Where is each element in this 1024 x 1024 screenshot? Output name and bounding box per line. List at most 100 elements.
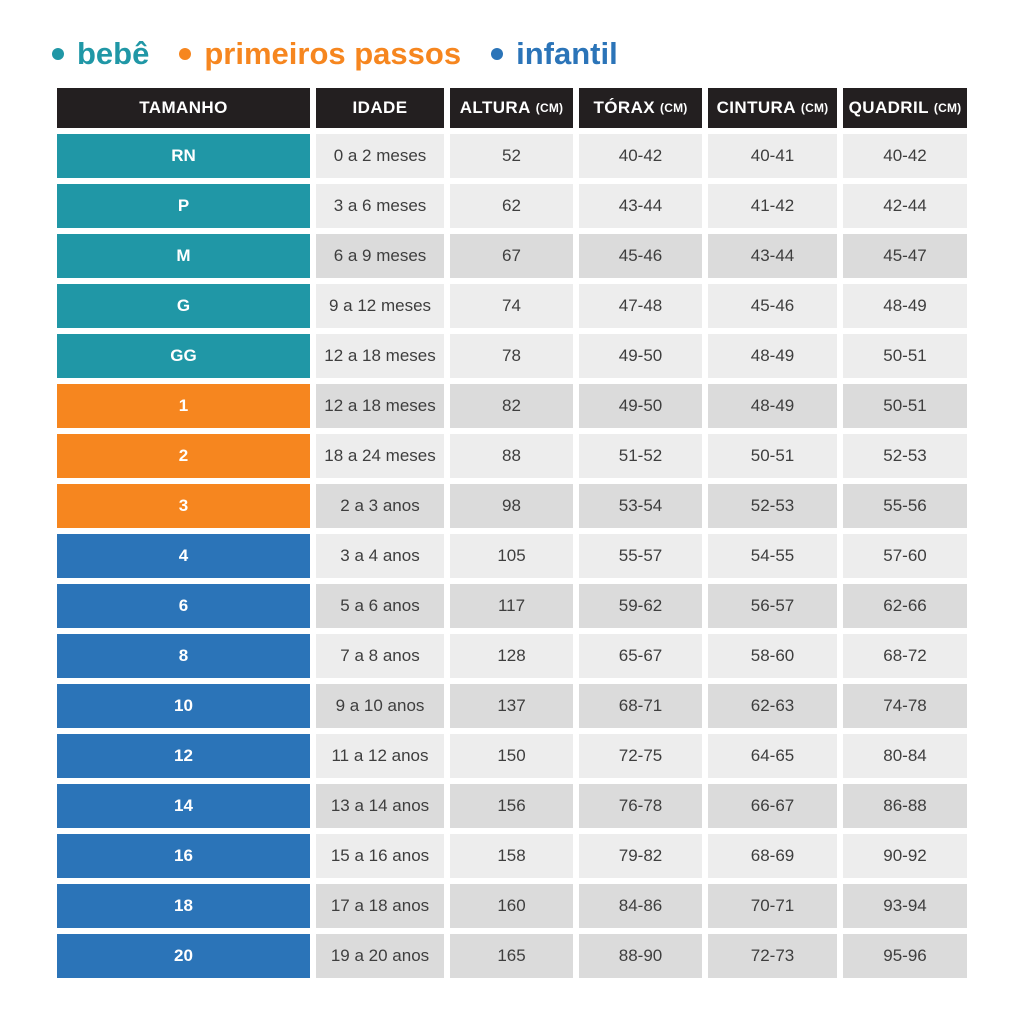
size-cell: GG <box>57 334 310 378</box>
altura-cell: 82 <box>450 384 573 428</box>
cintura-cell: 41-42 <box>708 184 837 228</box>
size-cell: 20 <box>57 934 310 978</box>
bullet-dot-icon <box>179 47 192 60</box>
altura-cell: 160 <box>450 884 573 928</box>
legend-label: infantil <box>516 36 618 71</box>
size-cell: P <box>57 184 310 228</box>
quadril-cell: 45-47 <box>843 234 967 278</box>
quadril-cell: 52-53 <box>843 434 967 478</box>
size-chart-table: TAMANHO IDADE ALTURA (CM) TÓRAX (CM) CINTURA (C… <box>57 88 967 978</box>
column-header-unit: (CM) <box>660 101 688 115</box>
altura-cell: 78 <box>450 334 573 378</box>
legend-item-bebe: bebê <box>52 38 149 69</box>
column-header-label: QUADRIL <box>848 98 929 117</box>
size-cell: 1 <box>57 384 310 428</box>
legend-label: primeiros passos <box>204 36 462 71</box>
column-header-label: IDADE <box>352 98 408 117</box>
torax-cell: 65-67 <box>579 634 702 678</box>
idade-cell: 3 a 4 anos <box>316 534 444 578</box>
torax-cell: 53-54 <box>579 484 702 528</box>
idade-cell: 11 a 12 anos <box>316 734 444 778</box>
cintura-cell: 72-73 <box>708 934 837 978</box>
cintura-cell: 52-53 <box>708 484 837 528</box>
column-header-altura: ALTURA (CM) <box>450 88 573 128</box>
size-cell: 16 <box>57 834 310 878</box>
idade-cell: 9 a 12 meses <box>316 284 444 328</box>
altura-cell: 150 <box>450 734 573 778</box>
torax-cell: 88-90 <box>579 934 702 978</box>
column-header-label: CINTURA <box>716 98 796 117</box>
torax-cell: 47-48 <box>579 284 702 328</box>
altura-cell: 98 <box>450 484 573 528</box>
size-cell: 14 <box>57 784 310 828</box>
torax-cell: 55-57 <box>579 534 702 578</box>
idade-cell: 3 a 6 meses <box>316 184 444 228</box>
torax-cell: 40-42 <box>579 134 702 178</box>
size-cell: 4 <box>57 534 310 578</box>
quadril-cell: 40-42 <box>843 134 967 178</box>
cintura-cell: 56-57 <box>708 584 837 628</box>
idade-cell: 0 a 2 meses <box>316 134 444 178</box>
quadril-cell: 95-96 <box>843 934 967 978</box>
quadril-cell: 50-51 <box>843 334 967 378</box>
column-header-torax: TÓRAX (CM) <box>579 88 702 128</box>
size-cell: 18 <box>57 884 310 928</box>
torax-cell: 59-62 <box>579 584 702 628</box>
torax-cell: 72-75 <box>579 734 702 778</box>
idade-cell: 15 a 16 anos <box>316 834 444 878</box>
idade-cell: 2 a 3 anos <box>316 484 444 528</box>
altura-cell: 62 <box>450 184 573 228</box>
column-header-label: TÓRAX <box>593 98 656 117</box>
altura-cell: 128 <box>450 634 573 678</box>
altura-cell: 137 <box>450 684 573 728</box>
torax-cell: 45-46 <box>579 234 702 278</box>
column-header-unit: (CM) <box>933 101 962 115</box>
quadril-cell: 48-49 <box>843 284 967 328</box>
altura-cell: 165 <box>450 934 573 978</box>
size-cell: G <box>57 284 310 328</box>
column-header-unit: (CM) <box>535 101 564 115</box>
cintura-cell: 70-71 <box>708 884 837 928</box>
torax-cell: 43-44 <box>579 184 702 228</box>
bullet-dot-icon <box>491 47 504 60</box>
altura-cell: 88 <box>450 434 573 478</box>
quadril-cell: 42-44 <box>843 184 967 228</box>
column-header-idade: IDADE <box>316 88 444 128</box>
age-group-legend: bebê primeiros passos infantil <box>52 38 618 69</box>
altura-cell: 105 <box>450 534 573 578</box>
cintura-cell: 48-49 <box>708 334 837 378</box>
idade-cell: 6 a 9 meses <box>316 234 444 278</box>
size-cell: RN <box>57 134 310 178</box>
quadril-cell: 90-92 <box>843 834 967 878</box>
quadril-cell: 93-94 <box>843 884 967 928</box>
size-cell: 8 <box>57 634 310 678</box>
quadril-cell: 86-88 <box>843 784 967 828</box>
idade-cell: 19 a 20 anos <box>316 934 444 978</box>
bullet-dot-icon <box>52 47 64 60</box>
cintura-cell: 40-41 <box>708 134 837 178</box>
cintura-cell: 58-60 <box>708 634 837 678</box>
size-cell: 12 <box>57 734 310 778</box>
idade-cell: 12 a 18 meses <box>316 334 444 378</box>
size-cell: 3 <box>57 484 310 528</box>
altura-cell: 67 <box>450 234 573 278</box>
idade-cell: 12 a 18 meses <box>316 384 444 428</box>
altura-cell: 74 <box>450 284 573 328</box>
size-cell: 2 <box>57 434 310 478</box>
size-cell: 10 <box>57 684 310 728</box>
column-header-quadril: QUADRIL (CM) <box>843 88 967 128</box>
altura-cell: 158 <box>450 834 573 878</box>
legend-label: bebê <box>77 36 150 71</box>
size-cell: M <box>57 234 310 278</box>
cintura-cell: 50-51 <box>708 434 837 478</box>
column-header-tamanho: TAMANHO <box>57 88 310 128</box>
cintura-cell: 68-69 <box>708 834 837 878</box>
altura-cell: 117 <box>450 584 573 628</box>
idade-cell: 18 a 24 meses <box>316 434 444 478</box>
legend-item-primeiros-passos: primeiros passos <box>179 38 461 69</box>
torax-cell: 76-78 <box>579 784 702 828</box>
column-header-label: ALTURA <box>459 98 531 117</box>
idade-cell: 7 a 8 anos <box>316 634 444 678</box>
torax-cell: 49-50 <box>579 334 702 378</box>
idade-cell: 13 a 14 anos <box>316 784 444 828</box>
